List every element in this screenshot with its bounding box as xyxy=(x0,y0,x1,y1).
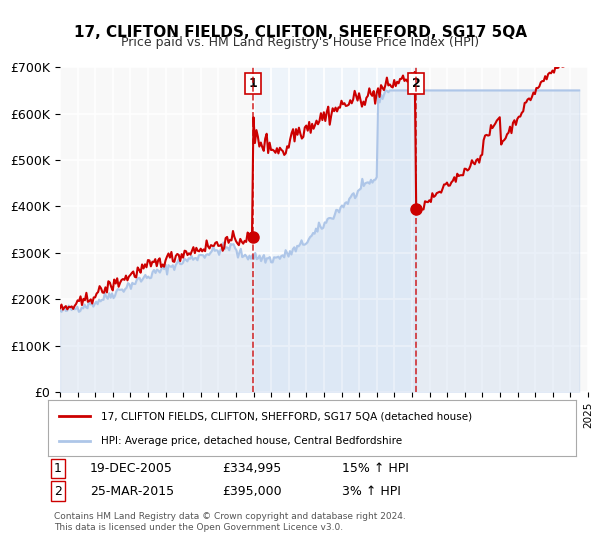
Bar xyxy=(253,67,416,392)
Text: 3% ↑ HPI: 3% ↑ HPI xyxy=(342,484,401,498)
Text: This data is licensed under the Open Government Licence v3.0.: This data is licensed under the Open Gov… xyxy=(54,523,343,532)
Text: 17, CLIFTON FIELDS, CLIFTON, SHEFFORD, SG17 5QA (detached house): 17, CLIFTON FIELDS, CLIFTON, SHEFFORD, S… xyxy=(101,411,472,421)
Text: £334,995: £334,995 xyxy=(222,462,281,475)
Text: Contains HM Land Registry data © Crown copyright and database right 2024.: Contains HM Land Registry data © Crown c… xyxy=(54,512,406,521)
Text: 2: 2 xyxy=(412,77,421,90)
Text: 15% ↑ HPI: 15% ↑ HPI xyxy=(342,462,409,475)
Text: Price paid vs. HM Land Registry's House Price Index (HPI): Price paid vs. HM Land Registry's House … xyxy=(121,36,479,49)
Text: HPI: Average price, detached house, Central Bedfordshire: HPI: Average price, detached house, Cent… xyxy=(101,436,402,446)
Text: 19-DEC-2005: 19-DEC-2005 xyxy=(90,462,173,475)
Text: 2: 2 xyxy=(54,484,62,498)
Text: 17, CLIFTON FIELDS, CLIFTON, SHEFFORD, SG17 5QA: 17, CLIFTON FIELDS, CLIFTON, SHEFFORD, S… xyxy=(74,25,527,40)
Text: 1: 1 xyxy=(54,462,62,475)
Text: 1: 1 xyxy=(248,77,257,90)
Text: 25-MAR-2015: 25-MAR-2015 xyxy=(90,484,174,498)
Text: £395,000: £395,000 xyxy=(222,484,281,498)
